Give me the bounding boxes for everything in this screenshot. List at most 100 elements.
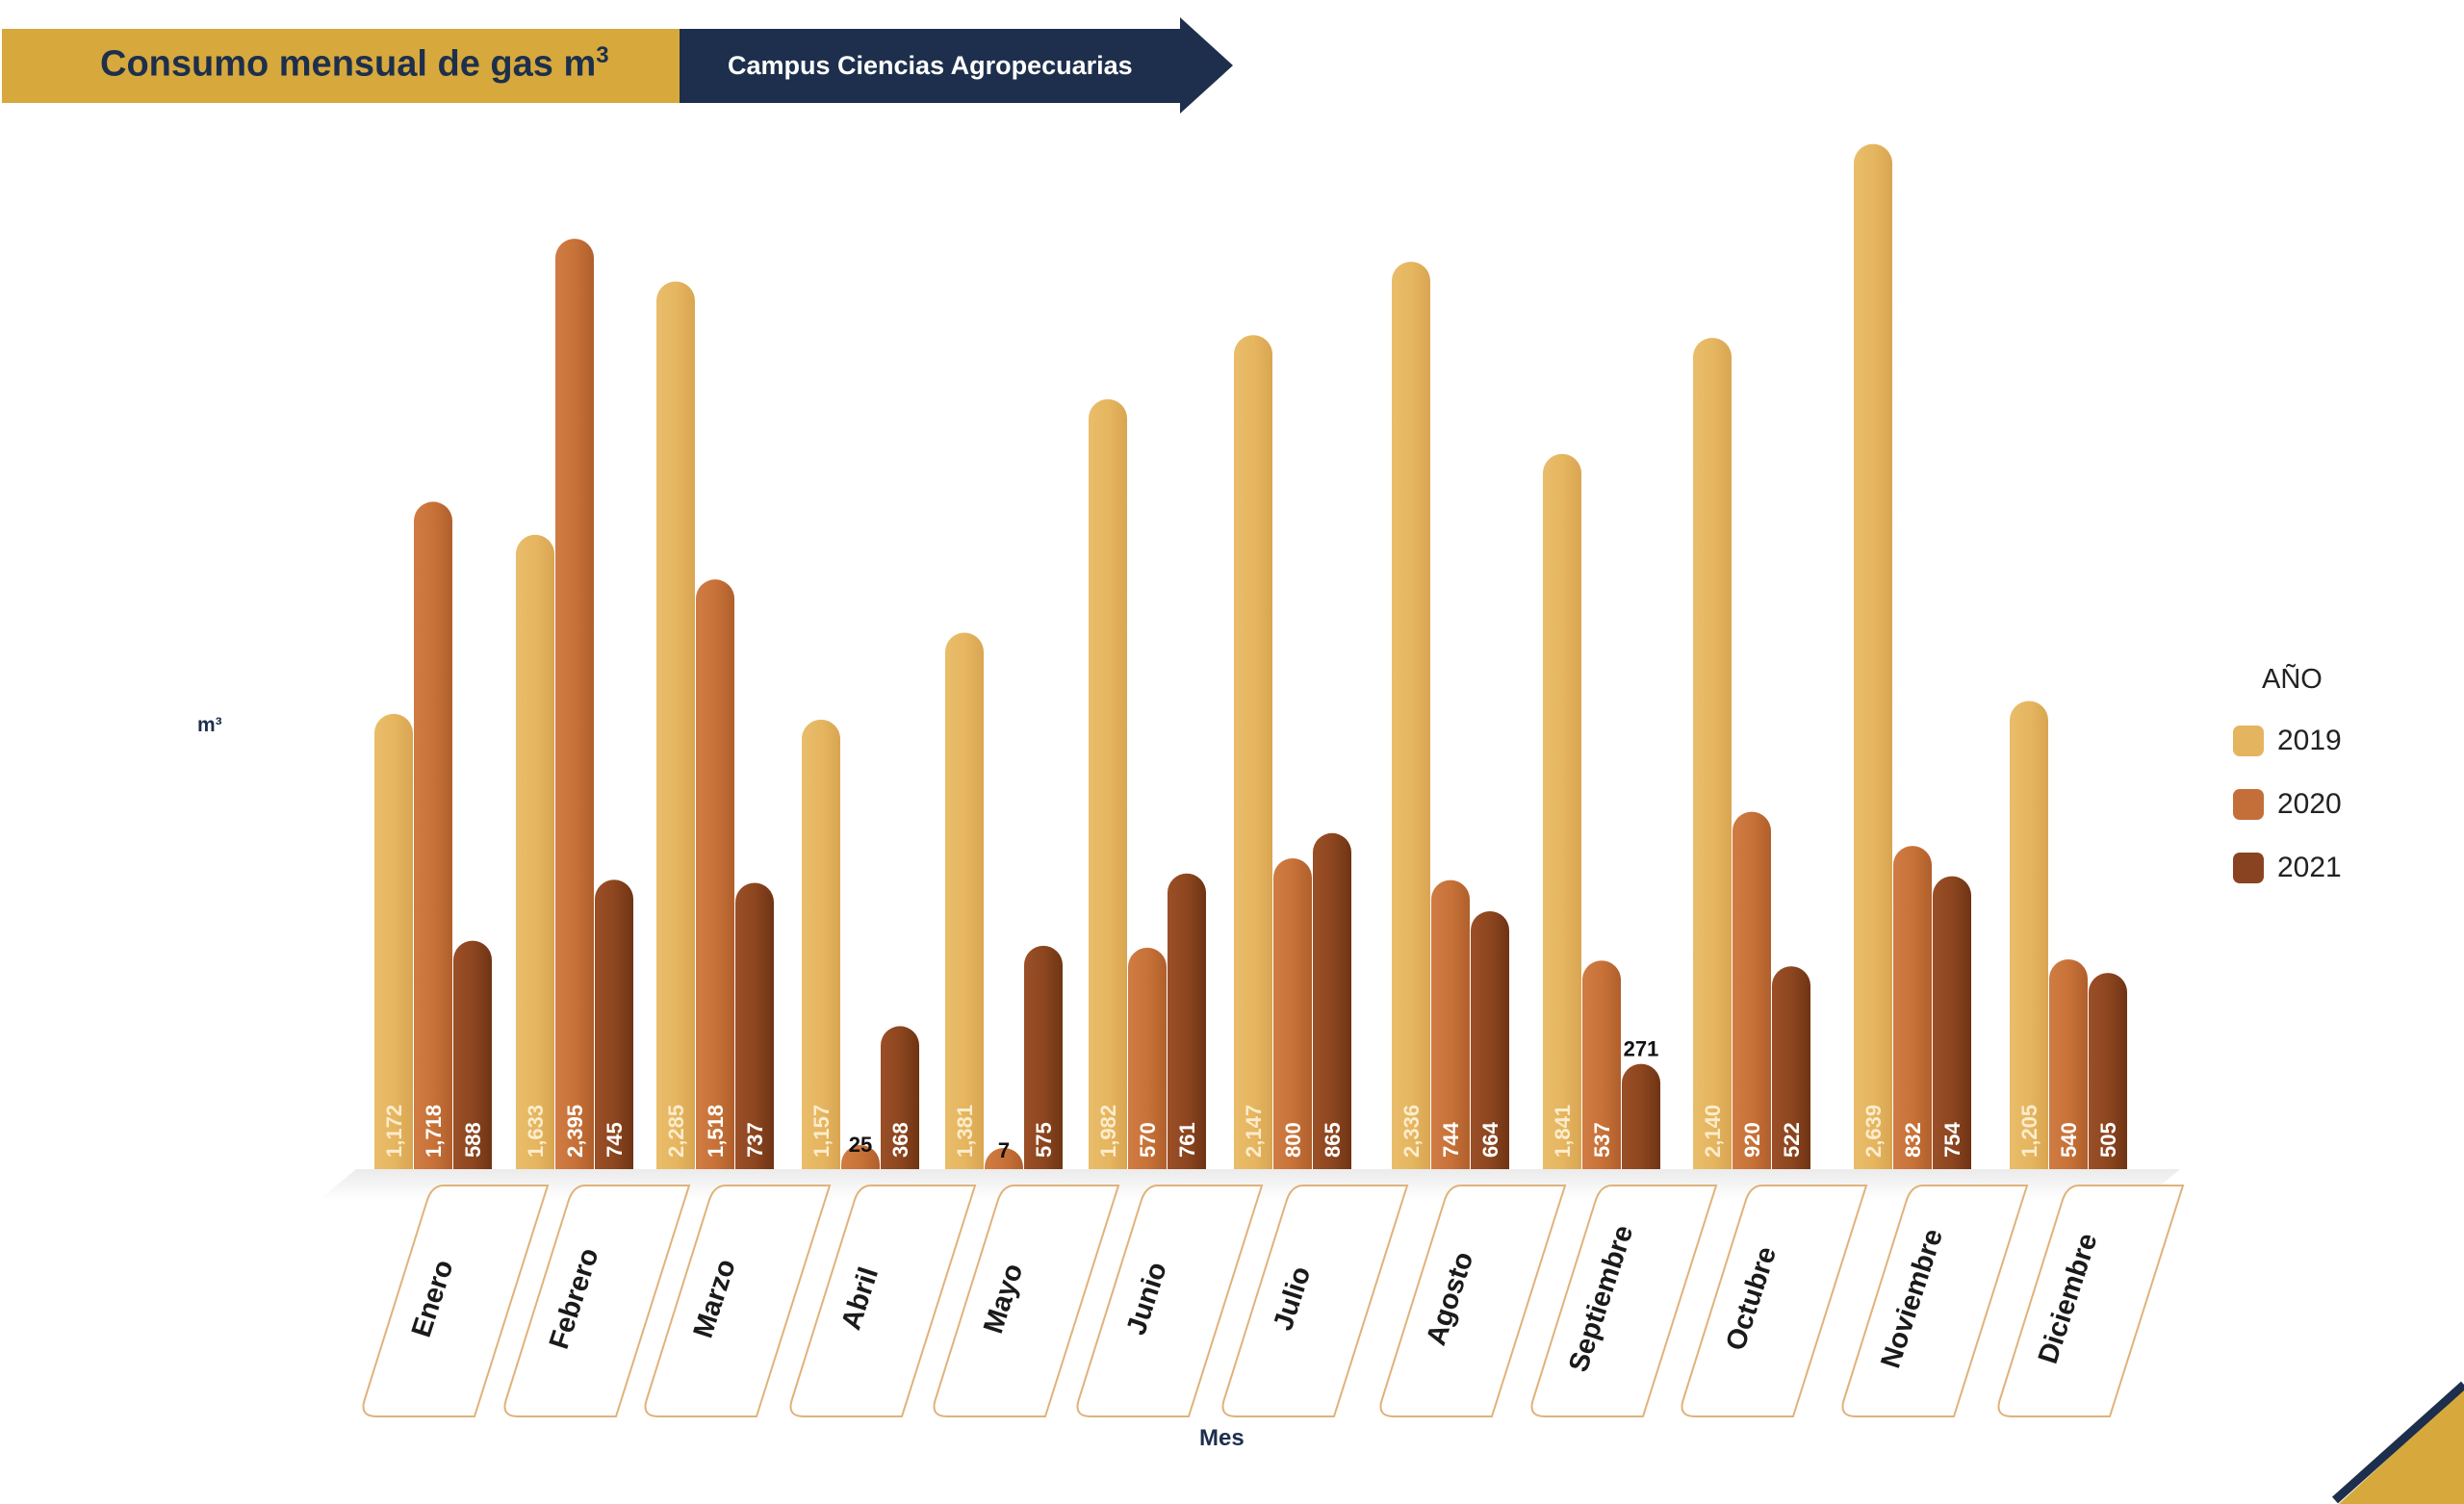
bar-2019-noviembre [1854,143,1892,1169]
month-tag-enero: Enero [362,1185,550,1417]
value-label-2019-diciembre: 1,205 [2017,1105,2041,1158]
bar-2021-enero [453,940,492,1169]
value-label-2020-febrero: 2,395 [563,1105,587,1158]
bar-2021-octubre [1772,966,1810,1169]
value-label-2020-agosto: 744 [1439,1122,1463,1158]
month-tag-octubre: Octubre [1681,1185,1868,1417]
value-label-2019-agosto: 2,336 [1399,1105,1424,1158]
corner-decoration [2331,1381,2464,1504]
legend-item-2019: 2019 [2233,709,2342,773]
legend-swatch-2021 [2233,853,2264,883]
bar-2019-diciembre [2010,701,2048,1169]
subtitle-arrow-shape [680,17,1233,114]
month-tag-shape-octubre [1681,1185,1868,1417]
bar-2021-febrero [595,879,633,1169]
month-tag-shape-mayo [933,1185,1120,1417]
value-label-2019-octubre: 2,140 [1701,1105,1725,1158]
month-tag-noviembre: Noviembre [1841,1185,2029,1417]
month-tag-shape-enero [362,1185,550,1417]
value-label-2020-mayo: 7 [998,1138,1010,1162]
month-tag-febrero: Febrero [503,1185,691,1417]
bar-2021-marzo [735,882,774,1169]
bar-2021-noviembre [1933,876,1971,1169]
value-label-2021-marzo: 737 [743,1122,767,1158]
bar-2019-mayo [945,632,984,1169]
value-label-2019-julio: 2,147 [1242,1105,1266,1158]
bar-2019-febrero [516,534,554,1169]
chart-title-text: Consumo mensual de gas m [100,43,597,85]
value-label-2019-febrero: 1,633 [524,1105,548,1158]
bar-2021-septiembre [1622,1063,1660,1169]
month-tag-diciembre: Diciembre [1997,1185,2185,1417]
x-axis-label: Mes [1199,1425,1245,1451]
value-label-2019-enero: 1,172 [382,1105,406,1158]
month-tag-julio: Julio [1221,1185,1409,1417]
chart-title: Consumo mensual de gas m3 [100,42,609,86]
bar-2021-agosto [1471,910,1509,1169]
value-label-2021-abril: 368 [888,1122,912,1158]
legend-label-2021: 2021 [2277,852,2342,883]
bar-2019-junio [1089,398,1127,1170]
bar-2019-octubre [1693,338,1732,1169]
value-label-2021-febrero: 745 [603,1122,627,1158]
value-label-2021-junio: 761 [1175,1122,1199,1158]
bar-2021-julio [1313,832,1351,1169]
chart-subtitle: Campus Ciencias Agropecuarias [728,51,1133,80]
month-tag-shape-julio [1221,1185,1409,1417]
chart-title-superscript: 3 [596,42,609,68]
bar-2019-marzo [656,281,696,1169]
value-label-2021-septiembre: 271 [1624,1037,1659,1061]
value-label-2020-marzo: 1,518 [704,1105,728,1158]
legend: AÑO 2019 2020 2021 [2233,664,2342,900]
value-label-2020-octubre: 920 [1740,1122,1764,1158]
bar-2020-enero [414,501,452,1169]
legend-swatch-2019 [2233,726,2264,756]
value-label-2021-diciembre: 505 [2096,1122,2120,1158]
value-label-2020-enero: 1,718 [422,1105,446,1158]
bar-2019-septiembre [1543,453,1581,1169]
header: Consumo mensual de gas m3 Campus Ciencia… [0,0,1251,125]
value-label-2020-junio: 570 [1136,1122,1160,1158]
value-label-2019-marzo: 2,285 [664,1105,688,1158]
bar-2019-enero [374,713,413,1169]
value-label-2020-diciembre: 540 [2057,1122,2081,1158]
bar-2020-septiembre [1582,960,1621,1169]
bar-2020-mayo [985,1148,1023,1169]
legend-item-2021: 2021 [2233,836,2342,900]
bar-2020-marzo [696,579,734,1169]
value-label-2020-julio: 800 [1281,1122,1305,1158]
value-label-2019-junio: 1,982 [1096,1105,1120,1158]
bar-2020-julio [1273,858,1312,1169]
title-bar [2,29,681,103]
legend-label-2019: 2019 [2277,725,2342,756]
value-label-2021-julio: 865 [1321,1122,1345,1158]
bar-2019-julio [1234,335,1272,1169]
legend-item-2020: 2020 [2233,773,2342,836]
value-label-2021-enero: 588 [461,1122,485,1158]
value-label-2021-noviembre: 754 [1940,1122,1964,1158]
bar-2019-abril [802,719,840,1169]
value-label-2019-mayo: 1,381 [953,1105,977,1158]
value-label-2020-septiembre: 537 [1590,1122,1614,1158]
bar-2020-abril [841,1144,880,1169]
value-label-2021-mayo: 575 [1032,1122,1056,1158]
bar-2019-agosto [1392,261,1430,1170]
month-tag-abril: Abril [789,1185,977,1417]
month-tag-shape-diciembre [1997,1185,2185,1417]
value-label-2019-noviembre: 2,639 [1861,1105,1886,1158]
legend-swatch-2020 [2233,789,2264,820]
month-tag-shape-agosto [1379,1185,1567,1417]
bar-2020-noviembre [1893,846,1932,1169]
month-tag-junio: Junio [1076,1185,1264,1417]
bar-2021-diciembre [2089,973,2127,1169]
bar-2020-diciembre [2049,959,2088,1169]
value-label-2021-octubre: 522 [1780,1122,1804,1158]
bar-2021-abril [881,1026,919,1169]
month-tag-agosto: Agosto [1379,1185,1567,1417]
bar-2020-agosto [1431,879,1470,1169]
bar-2021-junio [1168,873,1206,1169]
month-tag-shape-septiembre [1530,1185,1718,1417]
legend-title: AÑO [2262,664,2323,695]
bar-2021-mayo [1024,945,1063,1169]
legend-label-2020: 2020 [2277,788,2342,820]
